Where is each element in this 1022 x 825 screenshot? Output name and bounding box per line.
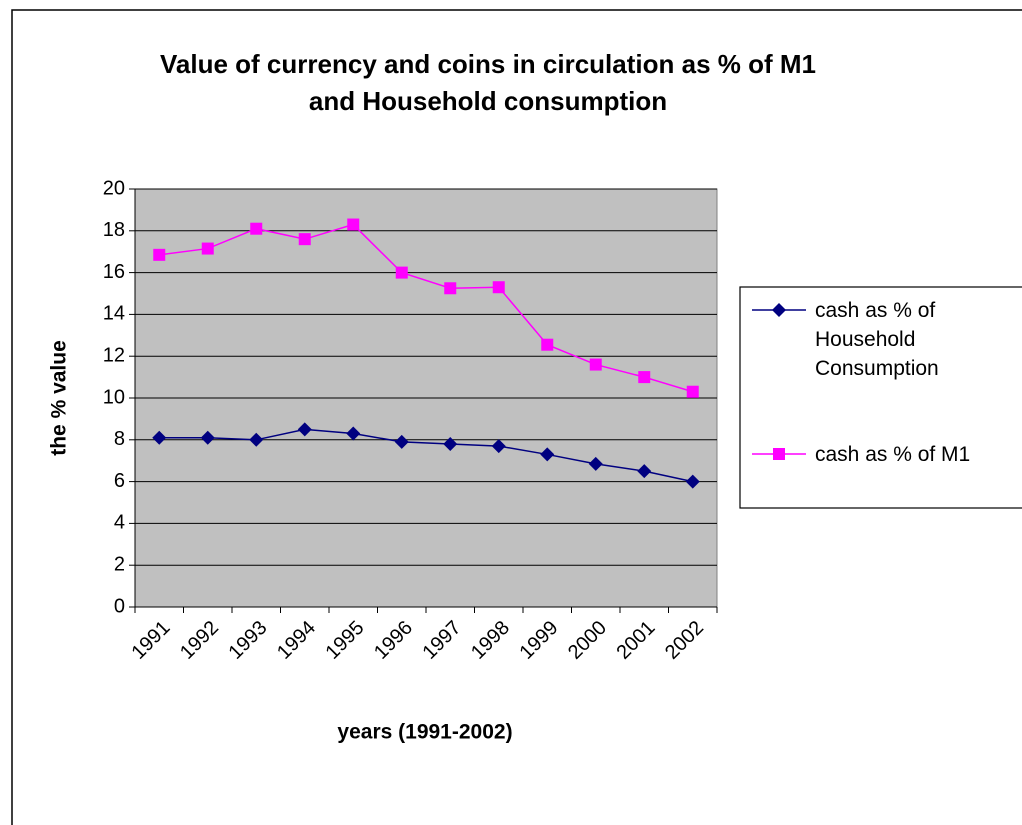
point [637, 464, 652, 479]
point [540, 447, 555, 462]
point [491, 439, 506, 454]
point [589, 358, 602, 371]
legend-label: cash as % of Household Consumption [815, 299, 939, 380]
point [200, 430, 215, 445]
y-tick-label: 6 [114, 470, 125, 492]
y-tick-label: 18 [103, 219, 125, 241]
point [297, 422, 312, 437]
legend-box [739, 286, 1022, 509]
point [152, 430, 167, 445]
legend-marker [772, 303, 786, 317]
y-tick-label: 10 [103, 386, 125, 408]
point [686, 385, 699, 398]
point [201, 242, 214, 255]
point [638, 371, 651, 384]
point [443, 436, 458, 451]
point [153, 248, 166, 261]
point [541, 338, 554, 351]
point [444, 282, 457, 295]
point [346, 426, 361, 441]
legend-marker [773, 448, 785, 460]
point [394, 434, 409, 449]
x-axis-label: years (1991-2002) [337, 721, 512, 744]
point [588, 456, 603, 471]
point [347, 218, 360, 231]
point [249, 432, 264, 447]
point [395, 266, 408, 279]
y-tick-label: 2 [114, 553, 125, 575]
legend-label: cash as % of M1 [815, 443, 971, 466]
point [298, 233, 311, 246]
series-line [159, 223, 693, 393]
y-tick-label: 20 [103, 177, 125, 199]
y-tick-label: 8 [114, 428, 125, 450]
point [250, 222, 263, 235]
y-tick-label: 4 [114, 512, 125, 534]
y-tick-label: 12 [103, 344, 125, 366]
series-line [159, 428, 693, 483]
chart-title: Value of currency and coins in circulati… [160, 49, 816, 116]
point [685, 474, 700, 489]
y-tick-label: 16 [103, 261, 125, 283]
y-tick-label: 14 [103, 303, 125, 325]
y-tick-label: 0 [114, 595, 125, 617]
y-axis-label: the % value [48, 340, 71, 456]
point [492, 281, 505, 294]
